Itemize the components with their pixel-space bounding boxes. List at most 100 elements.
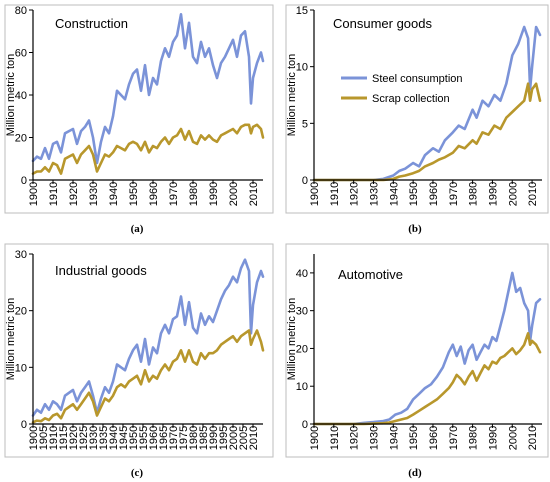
panel-title: Industrial goods bbox=[55, 263, 147, 278]
x-tick-label: 2005 bbox=[238, 426, 250, 450]
y-axis-label: Million metric ton bbox=[5, 54, 17, 137]
panel-2: 0 5 10 15 1900 1910 1920 1930 1940 1950 1960 1970 19… bbox=[285, 4, 549, 235]
y-tick-label: 15 bbox=[296, 5, 308, 17]
panel-title: Consumer goods bbox=[333, 16, 432, 31]
panel-frame bbox=[285, 243, 549, 458]
y-tick-label: 10 bbox=[296, 381, 308, 393]
legend: Steel consumption Scrap collection bbox=[341, 73, 463, 105]
x-tick-label: 2000 bbox=[228, 426, 240, 450]
y-tick-label: 80 bbox=[15, 5, 27, 17]
x-tick-label: 1955 bbox=[138, 426, 150, 450]
x-tick-label: 1920 bbox=[349, 426, 361, 450]
x-tick-label: 2010 bbox=[527, 182, 539, 206]
y-tick-label: 20 bbox=[15, 306, 27, 318]
y-tick-label: 20 bbox=[15, 133, 27, 145]
x-tick-label: 1930 bbox=[368, 426, 380, 450]
y-tick-label: 10 bbox=[296, 62, 308, 74]
panel-caption: (a) bbox=[131, 223, 144, 235]
steel-consumption-line bbox=[312, 271, 542, 426]
x-tick-label: 1930 bbox=[88, 426, 100, 450]
y-tick-label: 30 bbox=[15, 249, 27, 261]
y-tick-label: 20 bbox=[296, 343, 308, 355]
x-tick-label: 1980 bbox=[468, 182, 480, 206]
x-tick-label: 1940 bbox=[388, 426, 400, 450]
x-tick-label: 1970 bbox=[448, 182, 460, 206]
panel-title: Automotive bbox=[338, 267, 403, 282]
x-tick-label: 1900 bbox=[309, 426, 321, 450]
x-tick-label: 1945 bbox=[118, 426, 130, 450]
x-tick-label: 2010 bbox=[527, 426, 539, 450]
panel-caption: (d) bbox=[408, 467, 422, 479]
x-tick-label: 1940 bbox=[108, 426, 120, 450]
x-tick-label: 1925 bbox=[78, 426, 90, 450]
y-tick-label: 0 bbox=[302, 175, 308, 187]
y-tick-label: 60 bbox=[15, 48, 27, 60]
y-tick-label: 0 bbox=[21, 419, 27, 431]
legend-steel-label: Steel consumption bbox=[372, 73, 463, 85]
x-tick-label: 1970 bbox=[168, 426, 180, 450]
x-tick-label: 1995 bbox=[218, 426, 230, 450]
scrap-collection-line bbox=[312, 332, 542, 426]
scrap-collection-line bbox=[312, 82, 542, 182]
x-tick-label: 1915 bbox=[58, 426, 70, 450]
x-tick-label: 2000 bbox=[507, 182, 519, 206]
x-tick-label: 1930 bbox=[88, 182, 100, 206]
x-tick-label: 2010 bbox=[248, 182, 260, 206]
x-tick-label: 1920 bbox=[349, 182, 361, 206]
x-tick-label: 1985 bbox=[198, 426, 210, 450]
y-axis-label: Million metric ton bbox=[5, 298, 17, 381]
x-tick-label: 1980 bbox=[188, 182, 200, 206]
steel-consumption-line bbox=[31, 258, 265, 417]
x-tick-label: 1950 bbox=[408, 426, 420, 450]
x-tick-label: 1960 bbox=[428, 182, 440, 206]
x-tick-label: 1910 bbox=[329, 426, 341, 450]
x-tick-label: 1940 bbox=[388, 182, 400, 206]
x-tick-label: 1900 bbox=[309, 182, 321, 206]
panel-3: 0102030190019051910191519201925193019351… bbox=[4, 243, 274, 479]
x-tick-label: 1970 bbox=[168, 182, 180, 206]
scrap-collection-line bbox=[31, 329, 265, 424]
panel-caption: (c) bbox=[131, 467, 144, 479]
x-tick-label: 1970 bbox=[448, 426, 460, 450]
x-tick-label: 1900 bbox=[28, 182, 40, 206]
panel-4: 0 10 20 30 40 1900 1910 1920 1930 1940 1950 1960 197… bbox=[285, 243, 549, 479]
x-tick-label: 1910 bbox=[48, 426, 60, 450]
x-tick-label: 1910 bbox=[329, 182, 341, 206]
panel-frame bbox=[285, 4, 549, 214]
x-tick-label: 1980 bbox=[468, 426, 480, 450]
x-tick-label: 1920 bbox=[68, 182, 80, 206]
x-tick-label: 1990 bbox=[487, 426, 499, 450]
steel-consumption-line bbox=[312, 25, 542, 182]
y-tick-label: 40 bbox=[296, 268, 308, 280]
x-tick-label: 1990 bbox=[208, 182, 220, 206]
steel-consumption-line bbox=[31, 13, 265, 165]
x-tick-label: 1990 bbox=[208, 426, 220, 450]
x-tick-label: 1965 bbox=[158, 426, 170, 450]
panel-1: 0 20 40 60 80 1900 1910 1920 1930 1940 1950 1960 197… bbox=[4, 4, 274, 235]
x-tick-label: 1950 bbox=[128, 182, 140, 206]
x-tick-label: 1990 bbox=[487, 182, 499, 206]
y-axis-label: Million metric ton bbox=[286, 298, 298, 381]
y-tick-label: 40 bbox=[15, 90, 27, 102]
y-tick-label: 30 bbox=[296, 306, 308, 318]
scrap-collection-line bbox=[31, 123, 265, 175]
legend-scrap-label: Scrap collection bbox=[372, 93, 450, 105]
panel-frame bbox=[4, 4, 274, 214]
x-tick-label: 1930 bbox=[368, 182, 380, 206]
x-tick-label: 1960 bbox=[148, 426, 160, 450]
y-tick-label: 5 bbox=[302, 118, 308, 130]
x-tick-label: 1935 bbox=[98, 426, 110, 450]
x-tick-label: 1975 bbox=[178, 426, 190, 450]
y-tick-label: 0 bbox=[21, 175, 27, 187]
y-tick-label: 0 bbox=[302, 419, 308, 431]
x-tick-label: 2000 bbox=[228, 182, 240, 206]
x-tick-label: 1940 bbox=[108, 182, 120, 206]
y-axis-label: Million metric ton bbox=[286, 54, 298, 137]
x-tick-label: 1950 bbox=[408, 182, 420, 206]
x-tick-label: 2010 bbox=[248, 426, 260, 450]
x-tick-label: 1960 bbox=[428, 426, 440, 450]
x-tick-label: 1920 bbox=[68, 426, 80, 450]
y-tick-label: 10 bbox=[15, 362, 27, 374]
x-tick-label: 1960 bbox=[148, 182, 160, 206]
x-tick-label: 1950 bbox=[128, 426, 140, 450]
